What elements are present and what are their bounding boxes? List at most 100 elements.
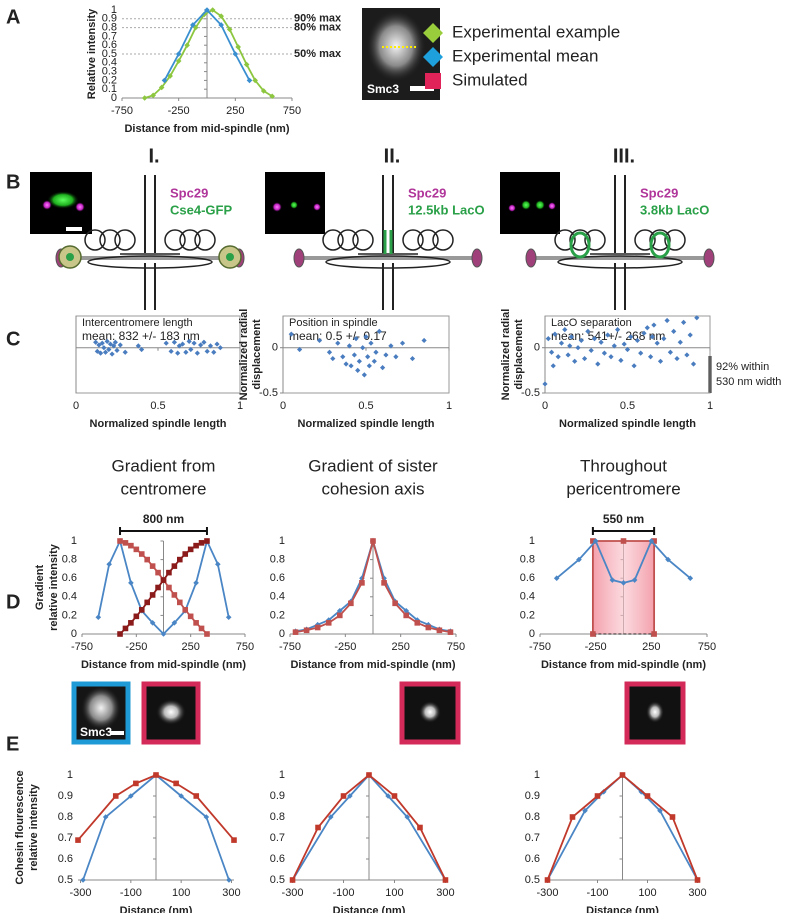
y-tick-label: 0.8 — [525, 811, 540, 823]
diamond-marker — [552, 331, 558, 337]
diamond-marker — [297, 346, 303, 353]
diamond-marker — [218, 22, 224, 28]
diamond-marker — [327, 814, 334, 820]
panel-label: E — [6, 733, 19, 755]
x-tick-label: -750 — [71, 641, 93, 653]
x-axis-label: Normalized spindle length — [298, 418, 435, 430]
diamond-marker — [102, 814, 109, 820]
annotation: mean: 832 +/- 183 nm — [82, 329, 200, 343]
y-tick-label: 0.3 — [102, 66, 117, 78]
diamond-marker — [403, 607, 409, 614]
square-marker — [122, 625, 129, 632]
diamond-marker — [383, 352, 389, 358]
micrograph-b2 — [265, 172, 325, 234]
y-tick-label: 0.6 — [102, 39, 117, 51]
y-tick-label: 0.6 — [62, 572, 77, 584]
reference-label: 50% max — [294, 48, 342, 60]
square-marker — [594, 793, 601, 799]
side-note: 92% within — [716, 361, 769, 373]
diamond-marker — [565, 352, 571, 358]
chromatin-loop — [664, 229, 686, 251]
diamond-marker — [201, 11, 207, 18]
square-marker — [303, 627, 310, 634]
diamond-marker — [631, 363, 637, 369]
magenta-signal — [313, 203, 321, 211]
side-note: 530 nm width — [716, 376, 781, 388]
cohesin-ring — [557, 255, 683, 269]
chromatin-loop — [84, 229, 106, 251]
y-tick-label: 0.8 — [270, 554, 285, 566]
y-tick-label: 0.5 — [58, 874, 73, 886]
spindle-pole — [703, 248, 715, 268]
diamond-marker — [582, 807, 588, 814]
diamond-marker — [191, 340, 197, 346]
x-tick-label: 750 — [283, 105, 301, 117]
x-tick-label: -100 — [333, 887, 355, 899]
diamond-marker — [167, 73, 173, 79]
diamond-marker — [567, 343, 573, 349]
diamond-marker — [122, 349, 128, 355]
cse4-signal — [226, 253, 234, 261]
cse4-signal — [66, 253, 74, 261]
magenta-signal — [508, 204, 516, 212]
diamond-marker — [184, 42, 190, 48]
y-tick-label: 0 — [279, 628, 285, 640]
y-tick-label: 0.2 — [62, 609, 77, 621]
x-tick-label: 1 — [446, 400, 452, 412]
y-axis-label: Normalized radial — [500, 309, 512, 401]
diamond-marker — [385, 793, 391, 799]
diamond-marker — [641, 330, 647, 336]
chromatin-loop — [649, 229, 671, 251]
x-tick-label: 0.5 — [620, 400, 635, 412]
diagram-numeral: II. — [384, 145, 401, 167]
y-tick-label: 1 — [67, 769, 73, 781]
chart-title: cohesion axis — [321, 479, 424, 498]
diamond-marker — [373, 349, 379, 355]
magenta-signal — [42, 200, 52, 210]
signal-blob — [156, 699, 186, 725]
x-tick-label: 300 — [688, 887, 706, 899]
y-tick-label: 0.7 — [102, 30, 117, 42]
y-tick-label: 0.5 — [270, 874, 285, 886]
square-marker — [392, 600, 398, 607]
y-axis-label: Relative intensity — [86, 8, 98, 99]
diamond-marker — [360, 345, 366, 351]
diamond-marker — [139, 346, 145, 353]
diagram-label: Spc29 — [408, 185, 446, 200]
diamond-marker — [423, 23, 443, 43]
y-tick-label: 0.7 — [270, 832, 285, 844]
diamond-marker — [684, 352, 690, 358]
square-marker — [177, 556, 183, 563]
diamond-marker — [175, 51, 182, 57]
diamond-marker — [628, 334, 634, 340]
x-tick-label: 750 — [447, 641, 465, 653]
chart-title: Intercentromere length — [82, 317, 193, 329]
diamond-marker — [601, 350, 607, 356]
y-tick-label: 0.8 — [102, 22, 117, 34]
square-marker — [442, 877, 449, 883]
laco-array — [383, 230, 387, 254]
y-tick-label: 0 — [534, 342, 540, 354]
y-tick-label: 0 — [529, 628, 535, 640]
diamond-marker — [226, 26, 233, 33]
diamond-marker — [190, 22, 196, 28]
y-tick-label: 1 — [279, 769, 285, 781]
diamond-marker — [549, 349, 555, 355]
span-label: 550 nm — [603, 512, 644, 526]
panel-label: C — [6, 328, 20, 350]
x-axis-label: Normalized spindle length — [559, 418, 696, 430]
chromatin-loop — [337, 229, 359, 251]
diamond-marker — [611, 343, 617, 349]
y-tick-label: 0 — [111, 92, 117, 104]
chromatin-loop — [164, 229, 186, 251]
cohesin-ring — [325, 255, 451, 269]
diamond-marker — [343, 361, 349, 367]
y-tick-label: 0.4 — [270, 591, 285, 603]
diamond-marker — [591, 336, 598, 342]
x-tick-label: 300 — [436, 887, 454, 899]
x-tick-label: 100 — [638, 887, 656, 899]
diamond-marker — [175, 350, 181, 356]
y-tick-label: 0 — [272, 342, 278, 354]
